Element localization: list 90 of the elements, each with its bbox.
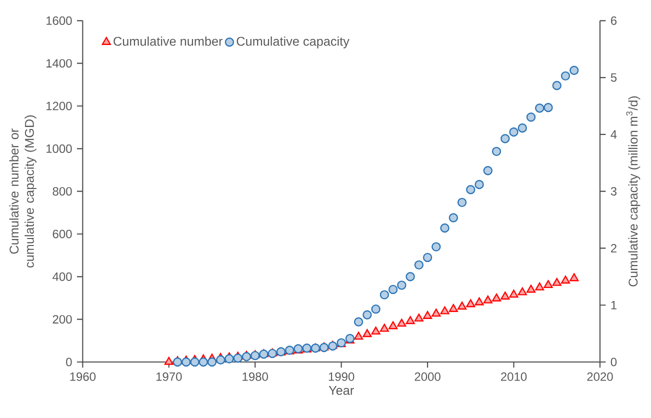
- point: [570, 66, 579, 75]
- x-tick-label: 2010: [501, 372, 527, 381]
- point: [535, 282, 544, 290]
- point: [406, 272, 415, 282]
- point: [224, 354, 234, 364]
- x-tick-label: 1990: [328, 372, 354, 381]
- point: [457, 198, 467, 208]
- point: [388, 321, 398, 330]
- point: [380, 290, 390, 300]
- point: [570, 273, 579, 282]
- point: [432, 308, 441, 317]
- x-tick-label: 1970: [156, 372, 182, 381]
- point: [483, 295, 492, 304]
- point: [492, 293, 502, 302]
- point: [371, 304, 380, 314]
- x-tick-label: 2020: [587, 372, 613, 381]
- y-tick-label: 200: [52, 315, 72, 324]
- point: [354, 332, 364, 340]
- point: [388, 284, 398, 294]
- point: [182, 357, 191, 367]
- x-tick-label: 1980: [242, 372, 268, 381]
- point: [190, 357, 200, 367]
- point: [466, 185, 476, 194]
- point: [414, 314, 424, 322]
- point: [500, 134, 510, 144]
- point: [509, 290, 518, 298]
- point: [362, 310, 372, 320]
- point: [552, 278, 562, 286]
- y-tick-label: 1400: [46, 59, 72, 68]
- point: [207, 357, 217, 367]
- point: [526, 284, 536, 293]
- point: [518, 123, 527, 133]
- point: [474, 180, 484, 190]
- point: [371, 326, 380, 335]
- point: [544, 102, 553, 112]
- y2-tick-label: 2: [610, 244, 616, 252]
- point: [560, 71, 570, 81]
- point: [216, 355, 226, 364]
- point: [535, 104, 544, 113]
- point: [397, 318, 406, 327]
- y2-axis-title: Cumulative capacity (million m$^{3}$/d): [626, 96, 640, 286]
- point: [422, 252, 432, 262]
- point: [518, 287, 527, 296]
- point: [483, 166, 492, 176]
- point: [172, 357, 182, 367]
- y-tick-label: 1200: [46, 102, 72, 110]
- point: [492, 146, 502, 156]
- y2-tick-label: 0: [610, 358, 617, 366]
- y2-tick-label: 1: [611, 300, 616, 310]
- point: [448, 304, 458, 312]
- point: [509, 127, 518, 137]
- point: [440, 223, 450, 233]
- point: [474, 297, 484, 306]
- point: [414, 260, 424, 270]
- point: [500, 292, 510, 300]
- point: [440, 306, 450, 314]
- point: [354, 317, 364, 326]
- point: [544, 280, 553, 288]
- y-tick-label: 1000: [46, 144, 72, 153]
- point: [552, 80, 562, 90]
- point: [397, 280, 406, 290]
- y-tick-label: 600: [52, 230, 72, 238]
- point: [164, 356, 174, 365]
- y-tick-label: 1600: [46, 16, 72, 25]
- y-tick-label: 400: [52, 272, 72, 281]
- point: [448, 213, 458, 222]
- legend-label: Cumulative number: [114, 36, 223, 46]
- point: [466, 299, 476, 308]
- point: [362, 329, 372, 338]
- y-tick-label: 0: [66, 358, 72, 366]
- point: [242, 352, 252, 362]
- point: [560, 276, 570, 284]
- y2-tick-label: 3: [610, 187, 617, 196]
- point: [198, 357, 208, 367]
- point: [233, 354, 242, 363]
- y-tick-label: 800: [52, 187, 72, 196]
- point: [406, 316, 415, 324]
- point: [458, 302, 467, 310]
- legend-label: Cumulative capacity: [236, 36, 350, 48]
- point: [432, 242, 441, 252]
- x-tick-label: 2000: [414, 372, 440, 381]
- y2-tick-label: 5: [610, 73, 617, 82]
- point: [423, 310, 432, 319]
- y-axis-title: Cumulative number or cumulative capacity (MGD): [9, 115, 36, 268]
- point: [526, 112, 536, 122]
- x-axis-title: Year: [328, 386, 354, 395]
- point: [380, 324, 389, 332]
- x-tick-label: 1960: [70, 372, 96, 381]
- y2-tick-label: 4: [610, 130, 617, 139]
- y2-tick-label: 6: [610, 16, 617, 25]
